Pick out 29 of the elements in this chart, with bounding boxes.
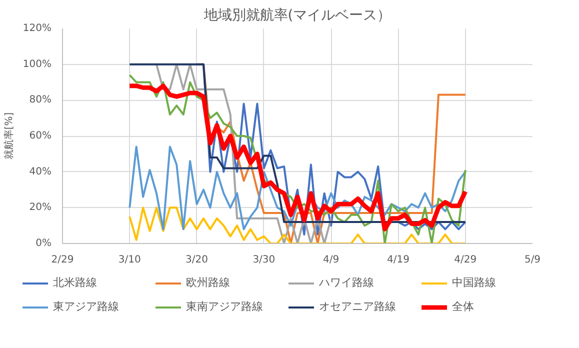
legend-label: 東南アジア路線 <box>186 299 264 314</box>
y-axis-title: 就航率[%] <box>2 112 15 160</box>
legend-label: 東アジア路線 <box>53 299 120 314</box>
x-tick-label: 5/9 <box>524 254 541 266</box>
x-tick-label: 4/19 <box>386 254 410 266</box>
x-tick-label: 4/29 <box>454 254 477 266</box>
legend-label: 中国路線 <box>452 275 497 290</box>
chart-title: 地域別就航率(マイルベース） <box>202 8 392 24</box>
x-tick-label: 3/30 <box>252 254 276 266</box>
y-tick-label: 0% <box>36 238 52 249</box>
line-series <box>156 63 332 244</box>
x-tick-label: 4/9 <box>323 254 340 266</box>
line-series <box>128 146 466 230</box>
y-tick-label: 40% <box>29 166 52 178</box>
legend-label: 全体 <box>452 299 475 314</box>
y-tick-label: 60% <box>29 130 52 142</box>
x-tick-label: 3/10 <box>118 254 141 266</box>
x-tick-label: 3/20 <box>186 254 208 266</box>
y-tick-label: 120% <box>22 23 52 34</box>
y-tick-label: 100% <box>22 58 52 70</box>
legend-label: 北米路線 <box>53 275 98 290</box>
legend-label: ハワイ路線 <box>319 275 375 290</box>
line-series <box>128 206 466 244</box>
y-tick-label: 80% <box>29 94 52 106</box>
x-tick-label: 2/29 <box>51 254 74 266</box>
line-series <box>128 63 466 223</box>
legend-label: オセアニア路線 <box>319 299 397 314</box>
y-tick-label: 20% <box>29 202 52 214</box>
legend-label: 欧州路線 <box>186 275 231 290</box>
